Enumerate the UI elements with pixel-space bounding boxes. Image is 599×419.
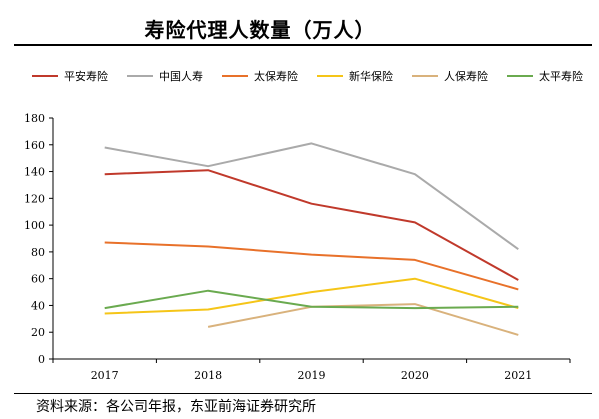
y-tick-label: 180	[24, 112, 45, 125]
legend-label: 人保寿险	[444, 69, 488, 83]
series-line	[207, 303, 519, 336]
y-tick-label: 100	[24, 219, 45, 232]
source-note: 资料来源：各公司年报，东亚前海证券研究所	[36, 399, 316, 415]
series-line	[104, 241, 519, 291]
x-tick-label: 2017	[91, 369, 119, 382]
y-tick-label: 120	[24, 192, 45, 205]
y-tick-label: 140	[24, 166, 45, 179]
y-tick-label: 40	[31, 299, 45, 312]
legend-label: 太平寿险	[539, 69, 583, 83]
x-tick-label: 2020	[401, 369, 429, 382]
series-line	[104, 142, 519, 251]
chart-title: 寿险代理人数量（万人）	[144, 18, 376, 42]
y-tick-label: 160	[24, 139, 45, 152]
series-line	[104, 277, 519, 315]
legend-label: 新华保险	[349, 69, 393, 83]
y-tick-label: 80	[31, 246, 45, 259]
footer-divider	[14, 393, 592, 394]
x-tick-label: 2018	[194, 369, 222, 382]
y-tick-label: 60	[31, 273, 45, 286]
tick-labels: 0 20 40 60 80 100 120 140 160 180 2017 2018 2019 2020…	[24, 112, 532, 382]
legend-label: 太保寿险	[254, 69, 298, 83]
y-tick-label: 0	[38, 353, 45, 366]
title-underline	[14, 44, 592, 46]
legend-label: 平安寿险	[64, 69, 108, 83]
series-line	[104, 169, 519, 281]
legend-label: 中国人寿	[159, 69, 203, 83]
series-line	[104, 289, 519, 310]
x-tick-label: 2021	[504, 369, 532, 382]
y-tick-label: 20	[31, 326, 45, 339]
series-lines	[104, 142, 519, 336]
legend: 平安寿险 中国人寿 太保寿险 新华保险 人保寿险 太平寿险	[32, 69, 583, 83]
axes	[49, 117, 571, 363]
x-tick-label: 2019	[298, 369, 326, 382]
